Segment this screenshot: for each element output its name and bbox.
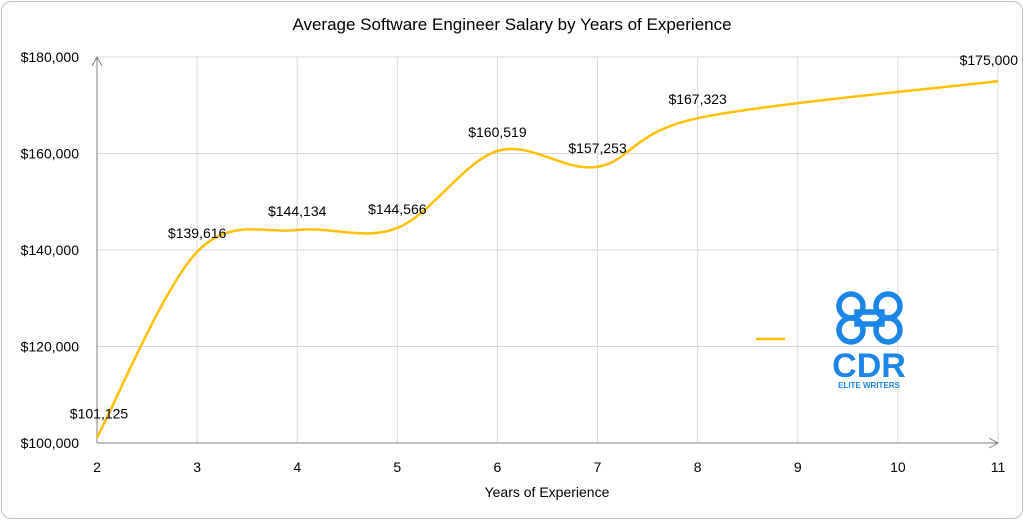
x-axis-arrow — [988, 437, 1000, 449]
cdr-logo: CDR ELITE WRITERS — [832, 291, 906, 390]
logo-text: CDR — [832, 347, 906, 385]
chart-title: Average Software Engineer Salary by Year… — [292, 15, 731, 34]
data-label: $175,000 — [960, 52, 1019, 68]
y-tick-label: $180,000 — [21, 49, 80, 65]
data-label: $101,125 — [70, 406, 129, 422]
axes — [91, 55, 1000, 449]
x-tick-label: 7 — [594, 459, 602, 475]
data-label: $144,134 — [268, 203, 327, 219]
y-tick-label: $120,000 — [21, 339, 80, 355]
y-tick-labels: $100,000 $120,000 $140,000 $160,000 $180,000 — [21, 49, 80, 451]
x-tick-labels: 2 3 4 5 6 7 8 9 10 11 — [93, 459, 1005, 475]
data-label: $139,616 — [168, 225, 227, 241]
x-tick-label: 9 — [794, 459, 802, 475]
y-axis-arrow — [91, 55, 103, 67]
x-tick-label: 5 — [393, 459, 401, 475]
data-labels: $101,125 $139,616 $144,134 $144,566 $160,519… — [70, 52, 1018, 421]
data-label: $160,519 — [468, 124, 527, 140]
gridlines — [97, 56, 999, 443]
y-tick-label: $160,000 — [21, 146, 80, 162]
command-key-icon — [836, 291, 903, 345]
x-tick-label: 2 — [93, 459, 101, 475]
data-label: $167,323 — [668, 91, 727, 107]
series-lines — [95, 79, 999, 439]
x-tick-label: 6 — [494, 459, 502, 475]
x-axis-label: Years of Experience — [485, 484, 610, 500]
x-tick-label: 10 — [890, 459, 906, 475]
y-tick-label: $100,000 — [21, 435, 80, 451]
y-tick-label: $140,000 — [21, 242, 80, 258]
x-tick-label: 8 — [694, 459, 702, 475]
data-label: $157,253 — [568, 140, 627, 156]
data-label: $144,566 — [368, 201, 427, 217]
series-line — [95, 79, 999, 439]
logo-subtext: ELITE WRITERS — [838, 381, 900, 390]
x-tick-label: 3 — [193, 459, 201, 475]
x-tick-label: 11 — [991, 459, 1006, 475]
x-tick-label: 4 — [293, 459, 301, 475]
